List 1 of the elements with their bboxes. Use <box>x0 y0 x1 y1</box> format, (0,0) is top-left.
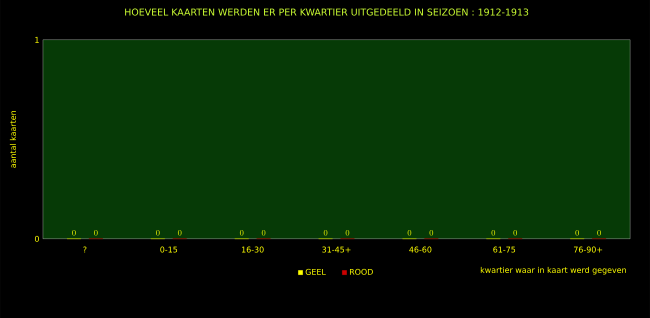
chart-title: HOEVEEL KAARTEN WERDEN ER PER KWARTIER UITGEDEELD IN SEIZOEN : 1912-1913 <box>125 8 528 16</box>
